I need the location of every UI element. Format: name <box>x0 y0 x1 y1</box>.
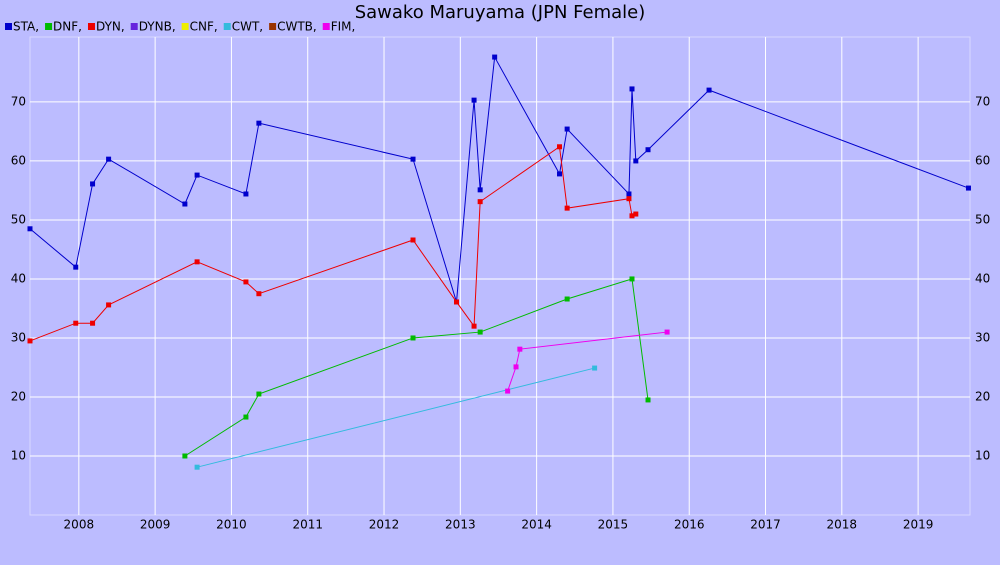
x-tick-label: 2019 <box>903 518 934 532</box>
legend-swatch <box>45 23 53 30</box>
data-point <box>182 453 188 459</box>
y2-tick-label: 10 <box>975 448 990 462</box>
y-tick-label: 50 <box>11 212 26 226</box>
data-point <box>626 196 632 202</box>
data-point <box>477 199 483 205</box>
data-point <box>454 299 460 305</box>
data-point <box>633 211 639 217</box>
data-point <box>564 296 570 302</box>
data-point <box>517 346 523 352</box>
data-point <box>492 54 498 60</box>
data-point <box>629 213 635 219</box>
data-point <box>243 279 249 285</box>
data-point <box>477 329 483 335</box>
data-point <box>243 191 249 197</box>
data-point <box>564 205 570 211</box>
legend-label: CNF, <box>190 20 218 34</box>
data-point <box>194 259 200 265</box>
y2-tick-label: 50 <box>975 212 990 226</box>
legend-swatch <box>87 23 95 30</box>
data-point <box>90 320 96 326</box>
data-point <box>633 158 639 164</box>
legend-label: DYN, <box>96 20 125 34</box>
data-point <box>664 329 670 335</box>
data-point <box>27 226 33 232</box>
legend-swatch <box>5 23 12 30</box>
y-tick-label: 20 <box>11 389 26 403</box>
data-point <box>505 388 511 394</box>
y-tick-label: 60 <box>11 153 26 167</box>
x-tick-label: 2012 <box>369 518 400 532</box>
data-point <box>90 181 96 187</box>
data-point <box>477 187 483 193</box>
x-tick-label: 2011 <box>292 518 323 532</box>
x-tick-label: 2010 <box>216 518 247 532</box>
y-tick-label: 70 <box>11 94 26 108</box>
data-point <box>27 338 33 344</box>
data-point <box>592 365 598 371</box>
data-point <box>513 364 519 370</box>
series-line <box>29 145 637 342</box>
data-point <box>564 126 570 132</box>
y2-tick-label: 20 <box>975 389 990 403</box>
data-point <box>73 264 79 270</box>
data-point <box>106 302 112 308</box>
x-tick-label: 2015 <box>598 518 629 532</box>
data-point <box>706 87 712 93</box>
x-tick-label: 2009 <box>140 518 171 532</box>
data-point <box>106 156 112 162</box>
data-point <box>471 97 477 103</box>
data-point <box>410 335 416 341</box>
legend-label: DYNB, <box>139 20 176 34</box>
data-point <box>557 144 563 150</box>
y2-tick-label: 60 <box>975 153 990 167</box>
y-tick-label: 30 <box>11 330 26 344</box>
data-point <box>256 391 262 397</box>
series-line <box>184 278 649 457</box>
data-point <box>629 276 635 282</box>
y-tick-label: 10 <box>11 448 26 462</box>
x-tick-label: 2017 <box>750 518 781 532</box>
legend-swatch <box>322 23 330 30</box>
legend-label: CWT, <box>232 20 263 34</box>
data-point <box>182 201 188 207</box>
data-point <box>256 291 262 297</box>
x-tick-label: 2013 <box>445 518 476 532</box>
data-point <box>73 320 79 326</box>
plot-area <box>29 36 971 516</box>
legend-swatch <box>181 23 189 30</box>
data-point <box>645 147 651 153</box>
legend-label: FIM, <box>331 20 356 34</box>
legend-swatch <box>223 23 231 30</box>
x-tick-label: 2014 <box>521 518 552 532</box>
data-point <box>471 323 477 329</box>
y2-tick-label: 70 <box>975 94 990 108</box>
data-point <box>645 397 651 403</box>
legend-label: STA, <box>13 20 39 34</box>
data-point <box>557 171 563 177</box>
y-tick-label: 40 <box>11 271 26 285</box>
data-point <box>626 191 632 197</box>
legend-label: CWTB, <box>277 20 317 34</box>
data-point <box>965 185 971 191</box>
legend-label: DNF, <box>53 20 82 34</box>
x-tick-label: 2018 <box>827 518 858 532</box>
series-line <box>507 331 668 392</box>
data-point <box>629 86 635 92</box>
data-point <box>194 172 200 178</box>
y2-tick-label: 30 <box>975 330 990 344</box>
legend-swatch <box>269 23 277 30</box>
data-point <box>410 156 416 162</box>
x-tick-label: 2016 <box>674 518 705 532</box>
data-point <box>194 464 200 470</box>
legend-swatch <box>130 23 138 30</box>
data-point <box>256 120 262 126</box>
y2-tick-label: 40 <box>975 271 990 285</box>
x-tick-label: 2008 <box>64 518 95 532</box>
chart-title: Sawako Maruyama (JPN Female) <box>355 2 646 23</box>
data-point <box>243 414 249 420</box>
data-point <box>410 237 416 243</box>
series-line <box>196 367 595 468</box>
